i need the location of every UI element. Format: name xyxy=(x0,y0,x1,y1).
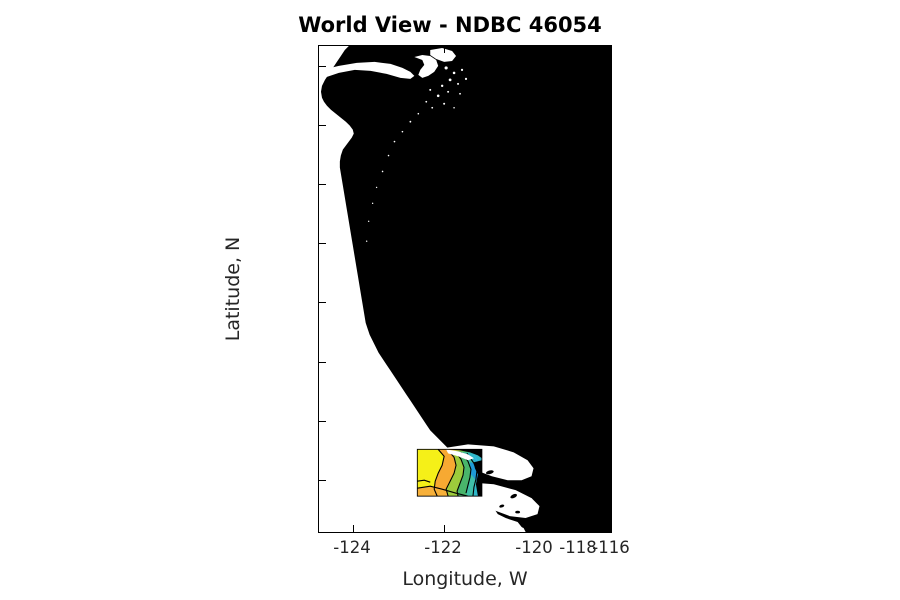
ytick-mark-right xyxy=(604,302,611,304)
map-axes[interactable] xyxy=(318,45,612,533)
xtick-label: -118 xyxy=(559,538,597,557)
puget-sound-channel xyxy=(414,54,439,78)
ytick-mark xyxy=(319,66,326,68)
y-axis-label: Latitude, N xyxy=(222,236,244,342)
ytick-mark-right xyxy=(604,125,611,127)
xtick-mark xyxy=(444,525,446,532)
coastline-land-path xyxy=(320,46,611,532)
salish-sea-islands xyxy=(430,47,457,62)
ytick-mark-right xyxy=(604,421,611,423)
ytick-mark xyxy=(319,480,326,482)
ytick-mark xyxy=(319,184,326,186)
island-speckle xyxy=(365,66,468,242)
xtick-mark-top xyxy=(353,46,355,53)
xtick-label: -122 xyxy=(424,538,462,557)
strait-juan-de-fuca xyxy=(320,61,415,79)
xtick-mark-top xyxy=(444,46,446,53)
xtick-label: -116 xyxy=(592,538,630,557)
patch-land-overlay xyxy=(436,449,482,459)
xtick-mark-top xyxy=(535,46,537,53)
xtick-mark xyxy=(579,525,581,532)
wave-model-contour-patch[interactable] xyxy=(416,448,483,497)
xtick-mark-top xyxy=(579,46,581,53)
xtick-label: -120 xyxy=(515,538,553,557)
page-title: World View - NDBC 46054 xyxy=(298,13,602,37)
ytick-mark-right xyxy=(604,362,611,364)
ytick-mark xyxy=(319,243,326,245)
ytick-mark-right xyxy=(604,184,611,186)
xtick-label: -124 xyxy=(333,538,371,557)
ytick-mark xyxy=(319,421,326,423)
x-axis-label: Longitude, W xyxy=(402,568,528,590)
xtick-mark xyxy=(353,525,355,532)
patch-outline xyxy=(416,448,483,497)
patch-land-overlay-2 xyxy=(473,460,482,497)
patch-water-notch xyxy=(446,449,474,461)
bight-open-water xyxy=(465,482,540,519)
ytick-mark xyxy=(319,125,326,127)
ytick-mark-right xyxy=(604,243,611,245)
map-plot-area[interactable] xyxy=(319,46,611,532)
south-bight-water xyxy=(481,518,526,532)
ytick-mark xyxy=(319,302,326,304)
xtick-mark xyxy=(535,525,537,532)
ytick-mark-right xyxy=(604,480,611,482)
ytick-mark-right xyxy=(604,66,611,68)
landmass-layer xyxy=(320,46,611,532)
ytick-mark xyxy=(319,362,326,364)
